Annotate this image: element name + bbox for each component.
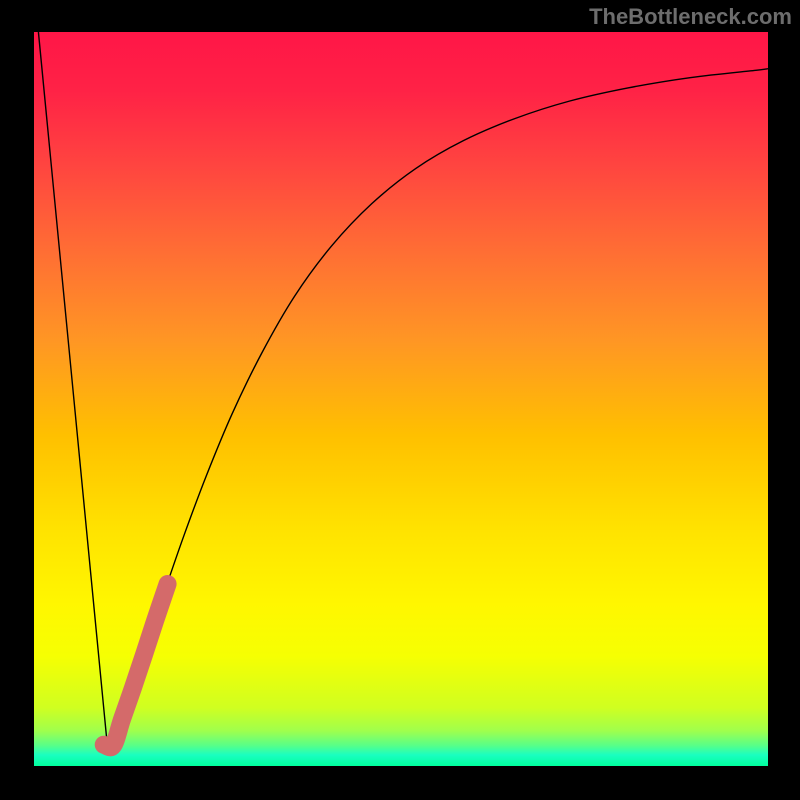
bottleneck-chart: TheBottleneck.com [0, 0, 800, 800]
chart-svg [0, 0, 800, 800]
watermark-text: TheBottleneck.com [589, 4, 792, 30]
